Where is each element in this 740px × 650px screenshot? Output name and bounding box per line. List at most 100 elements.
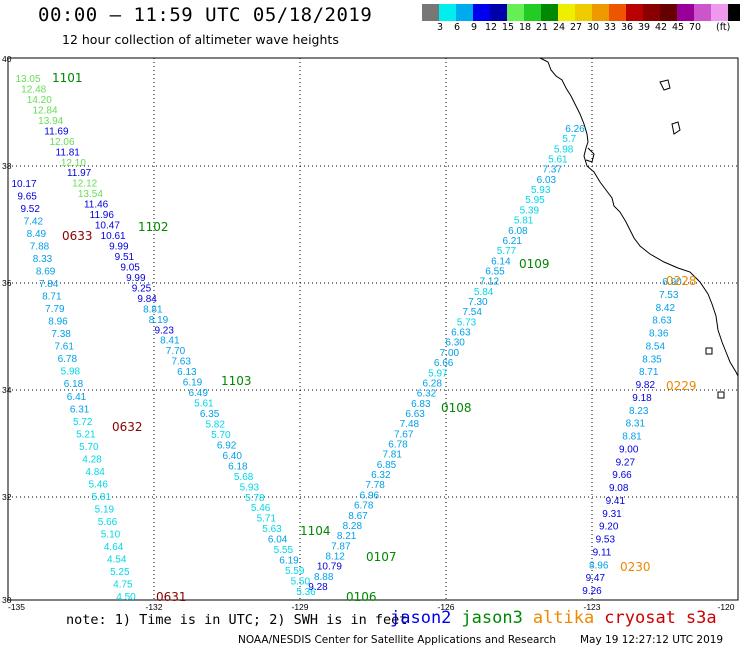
swh-value: 8.19 xyxy=(149,315,169,326)
swh-value: 6.03 xyxy=(537,175,557,186)
lat-tick-label: 40 xyxy=(2,54,12,64)
axis-labels: -135 -132 -129 -126 -123 -120 40 38 36 34 32 30 xyxy=(2,54,735,612)
swh-value: 7.53 xyxy=(659,290,679,301)
swh-value: 9.47 xyxy=(586,573,606,584)
swh-value: 6.18 xyxy=(64,379,84,390)
color-scale-label: 6 xyxy=(453,22,461,33)
swh-value: 6.26 xyxy=(565,124,585,135)
coastline xyxy=(539,57,739,377)
lon-tick-label: -129 xyxy=(291,602,308,612)
swh-value: 8.67 xyxy=(348,511,368,522)
swh-value: 9.23 xyxy=(154,325,174,336)
color-scale-label: 33 xyxy=(603,22,617,33)
lat-lon-grid xyxy=(8,58,738,600)
swh-value: 9.52 xyxy=(20,204,40,215)
swh-value: 11.97 xyxy=(67,168,92,179)
color-scale-label: 15 xyxy=(501,22,515,33)
legend-item-s3a: s3a xyxy=(685,608,717,628)
color-swatch xyxy=(592,4,609,21)
swh-value: 9.53 xyxy=(596,535,616,546)
swh-track-labels: 13.0512.4814.2012.8413.9411.6912.0611.81… xyxy=(11,74,682,603)
color-swatch xyxy=(694,4,711,21)
color-swatch xyxy=(507,4,524,21)
swh-value: 6.32 xyxy=(371,470,391,481)
island xyxy=(671,121,681,135)
swh-value: 5.70 xyxy=(79,442,99,453)
color-scale-label: 3 xyxy=(436,22,444,33)
swh-value: 6.31 xyxy=(70,404,90,415)
swh-value: 5.82 xyxy=(205,420,225,431)
swh-value: 9.25 xyxy=(132,283,152,294)
color-scale-label: 9 xyxy=(470,22,478,33)
color-swatch xyxy=(728,4,740,21)
swh-value: 6.04 xyxy=(268,535,288,546)
swh-value: 8.28 xyxy=(343,521,363,532)
satellite-legend: jason2 jason3 altika cryosat s3a xyxy=(390,608,727,628)
swh-value: 9.18 xyxy=(632,393,652,404)
swh-value: 6.13 xyxy=(177,367,197,378)
pass-id: 0633 xyxy=(62,229,93,243)
swh-value: 8.49 xyxy=(27,229,47,240)
swh-value: 6.83 xyxy=(411,399,431,410)
color-scale-label: 24 xyxy=(552,22,566,33)
color-swatch xyxy=(609,4,626,21)
color-swatch xyxy=(439,4,456,21)
swh-value: 5.73 xyxy=(457,317,477,328)
pass-id: 1101 xyxy=(52,71,83,85)
swh-value: 9.08 xyxy=(609,483,629,494)
legend-item-jason2: jason2 xyxy=(390,608,452,628)
swh-value: 7.00 xyxy=(440,348,460,359)
swh-value: 5.55 xyxy=(274,545,294,556)
swh-value: 6.96 xyxy=(360,490,380,501)
swh-value: 6.78 xyxy=(354,501,374,512)
swh-value: 5.98 xyxy=(554,144,574,155)
swh-value: 8.96 xyxy=(48,317,68,328)
lat-tick-label: 38 xyxy=(2,161,12,171)
pass-id: 1102 xyxy=(138,220,169,234)
swh-value: 5.39 xyxy=(520,205,540,216)
swh-value: 5.36 xyxy=(296,587,316,598)
color-scale-label: 30 xyxy=(586,22,600,33)
swh-value: 6.21 xyxy=(502,236,522,247)
swh-value: 6.63 xyxy=(451,328,471,339)
swh-value: 6.90 xyxy=(662,277,682,288)
swh-value: 8.69 xyxy=(36,267,56,278)
color-scale-label: 21 xyxy=(535,22,549,33)
swh-value: 6.49 xyxy=(188,388,208,399)
swh-value: 6.19 xyxy=(183,378,203,389)
color-scale-unit: (ft) xyxy=(716,22,731,33)
swh-value: 5.71 xyxy=(257,514,277,525)
swh-value: 4.28 xyxy=(82,454,102,465)
swh-value: 5.7 xyxy=(562,134,576,145)
swh-value: 9.11 xyxy=(593,547,612,558)
map-frame xyxy=(7,57,739,601)
swh-value: 5.63 xyxy=(262,524,282,535)
swh-value: 9.82 xyxy=(636,380,656,391)
swh-value: 5.93 xyxy=(240,482,260,493)
pass-id: 0106 xyxy=(346,590,377,604)
swh-value: 9.27 xyxy=(616,457,636,468)
swh-value: 7.37 xyxy=(542,165,562,176)
color-swatch xyxy=(422,4,439,21)
color-swatch xyxy=(490,4,507,21)
color-scale-bar xyxy=(422,4,740,22)
lon-tick-label: -123 xyxy=(583,602,600,612)
bay-inlet xyxy=(585,147,595,163)
swh-value: 12.12 xyxy=(72,179,97,190)
swh-value: 13.05 xyxy=(15,74,40,85)
swh-value: 5.93 xyxy=(531,185,551,196)
swh-value: 9.99 xyxy=(126,273,146,284)
swh-value: 5.84 xyxy=(474,287,494,298)
swh-value: 11.81 xyxy=(56,147,81,158)
swh-value: 14.20 xyxy=(27,95,52,106)
swh-value: 8.12 xyxy=(325,552,345,563)
swh-value: 7.78 xyxy=(365,480,385,491)
swh-value: 7.63 xyxy=(171,357,191,368)
swh-value: 8.71 xyxy=(42,292,62,303)
legend-item-jason3: jason3 xyxy=(461,608,523,628)
color-scale-label: 36 xyxy=(620,22,634,33)
swh-value: 7.30 xyxy=(468,297,488,308)
pass-id: 0228 xyxy=(666,274,697,288)
swh-value: 11.46 xyxy=(84,200,109,211)
swh-value: 5.66 xyxy=(98,517,118,528)
